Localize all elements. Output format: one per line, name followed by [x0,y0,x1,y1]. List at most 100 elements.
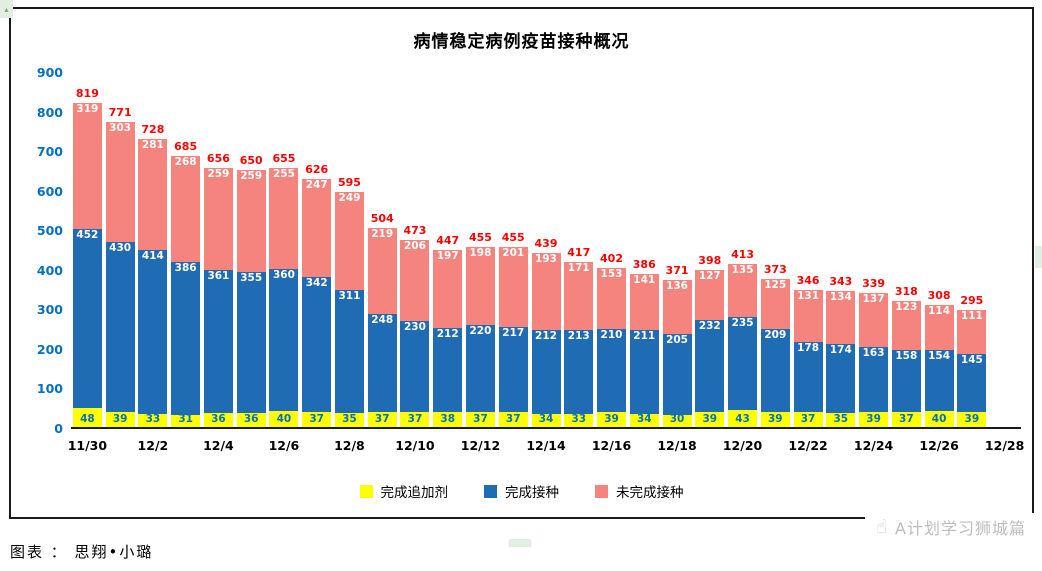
total-value-label: 819 [75,87,99,101]
bar-group: 373 125 209 39 [760,73,790,427]
booster-value-label: 35 [342,413,357,425]
total-value-label: 447 [436,234,460,248]
total-value-label: 373 [763,263,787,277]
scrollbar-fragment-right[interactable] [1035,246,1042,268]
booster-value-label: 39 [767,413,783,425]
segment-partial [236,169,266,273]
y-tick-label: 100 [36,381,63,397]
segment-partial [924,305,954,351]
segment-full [597,328,627,412]
watermark: ☝ A计划学习狮城篇 [865,513,1036,541]
full-value-label: 213 [567,329,590,342]
legend-item-full: 完成接种 [484,481,559,501]
total-value-label: 346 [796,274,820,288]
booster-value-label: 34 [538,413,554,425]
scrollbar-fragment-bottom[interactable] [509,539,531,547]
x-tick-label: 12/12 [460,438,501,453]
partial-value-label: 268 [174,156,197,169]
segment-full [236,272,266,413]
total-value-label: 343 [829,275,853,289]
full-value-label: 211 [633,330,656,343]
partial-value-label: 281 [141,139,164,152]
full-value-label: 361 [207,269,230,282]
full-value-label: 145 [960,354,983,367]
bar-group: 295 111 145 39 [957,73,987,427]
total-value-label: 417 [567,246,591,260]
booster-value-label: 36 [243,413,259,425]
total-value-label: 386 [632,258,656,272]
partial-value-label: 136 [666,280,688,293]
y-tick-label: 600 [36,183,63,199]
segment-partial [400,239,430,322]
booster-value-label: 37 [505,413,521,425]
booster-value-label: 39 [702,413,718,425]
partial-value-label: 134 [829,291,852,304]
segment-booster [662,415,692,427]
segment-full [662,334,692,416]
segment-partial [72,103,102,230]
full-value-label: 355 [240,272,263,285]
y-tick-label: 200 [36,341,63,357]
segment-booster [465,412,495,427]
segment-full [367,314,397,413]
segment-full [138,250,168,414]
partial-value-label: 137 [862,292,885,305]
total-value-label: 398 [698,253,722,267]
x-tick-label: 12/22 [788,438,828,453]
total-value-label: 626 [305,163,329,177]
full-value-label: 248 [371,314,394,327]
total-value-label: 656 [206,151,230,165]
partial-value-label: 131 [797,290,820,303]
bar-group: 819 319 452 48 [72,73,102,427]
partial-value-label: 141 [633,274,656,287]
legend-item-partial: 未完成接种 [595,481,684,501]
full-value-label: 212 [436,328,459,341]
segment-booster [826,413,856,427]
segment-booster [400,412,430,427]
bar-group: 455 201 217 37 [498,73,528,427]
segment-partial [531,253,561,330]
full-value-label: 210 [600,328,623,341]
legend-label-booster: 完成追加剂 [380,485,449,501]
x-tick-label: 12/6 [268,438,300,453]
segment-partial [662,280,692,335]
total-value-label: 295 [960,294,984,308]
full-value-label: 235 [731,317,754,330]
chart-title: 病情稳定病例疫苗接种概况 [413,32,630,52]
segment-partial [171,156,201,263]
segment-partial [465,247,495,326]
segment-full [498,326,528,413]
partial-value-label: 319 [76,103,99,116]
segment-partial [695,269,725,320]
segment-booster [105,411,135,427]
bar-group: 650 259 355 36 [236,73,266,427]
total-value-label: 504 [370,211,394,225]
full-value-label: 220 [469,325,492,338]
segment-booster [433,411,463,427]
segment-full [400,321,430,413]
x-tick-label: 12/2 [137,438,169,453]
x-tick-label: 12/20 [722,438,763,453]
bar-group: 626 247 342 37 [302,73,332,427]
segment-booster [564,413,594,427]
partial-value-label: 171 [567,262,590,275]
y-tick-label: 500 [36,223,63,239]
bar-group: 346 131 178 37 [793,73,823,427]
segment-partial [367,227,397,315]
full-value-label: 386 [174,262,197,275]
bar-group: 656 259 361 36 [203,73,233,427]
scrollbar-arrow-fragment[interactable]: ▴ [0,0,13,18]
booster-value-label: 37 [309,413,324,425]
total-value-label: 728 [141,123,165,137]
segment-booster [695,411,725,427]
segment-booster [760,411,790,427]
x-tick-label: 12/14 [526,438,566,453]
full-value-label: 217 [502,326,525,339]
legend: 完成追加剂 完成接种 未完成接种 [11,481,1032,501]
bar-group: 371 136 205 30 [662,73,692,427]
partial-value-label: 135 [731,263,754,276]
segment-booster [236,412,266,427]
segment-full [891,349,921,413]
x-tick-label: 12/8 [334,438,365,453]
segment-full [859,347,889,412]
